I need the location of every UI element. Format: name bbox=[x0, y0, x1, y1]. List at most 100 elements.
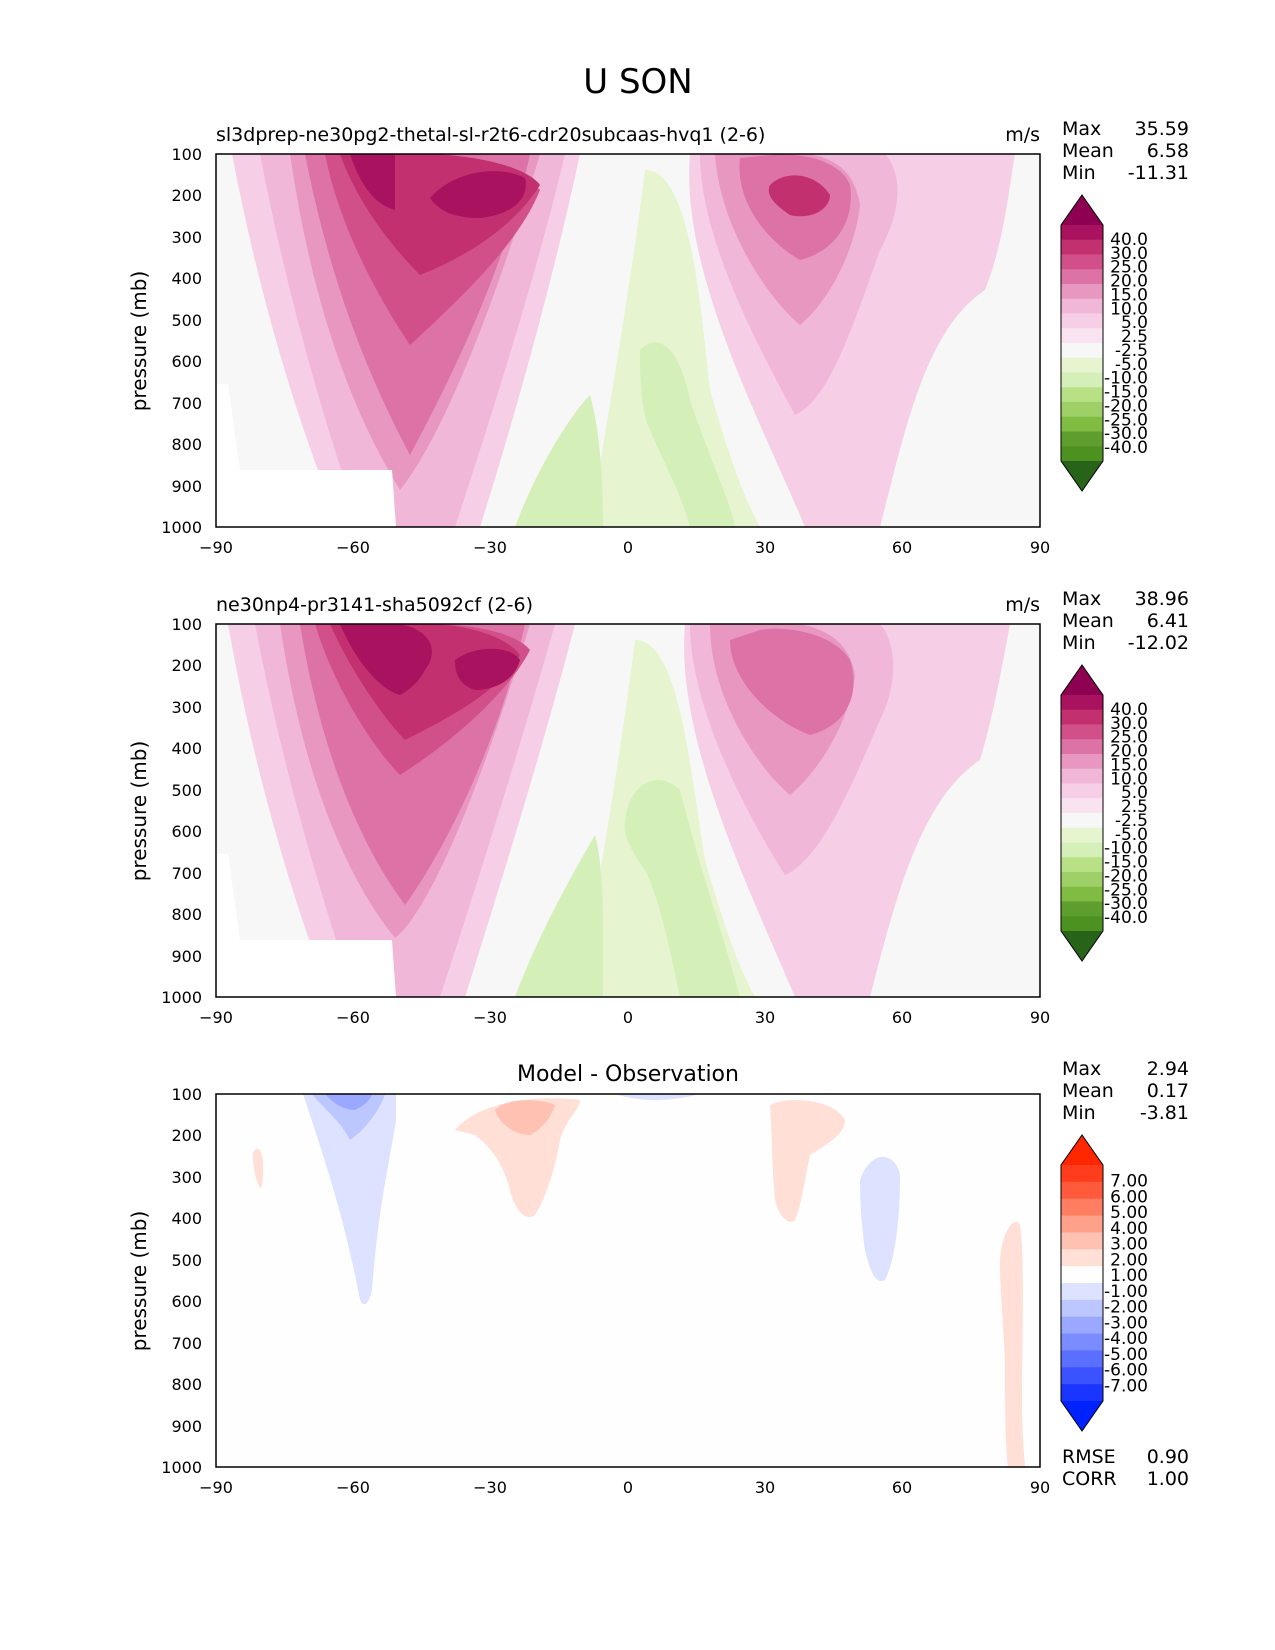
x-tick-label: 0 bbox=[623, 538, 633, 557]
x-tick-label: 60 bbox=[892, 1008, 912, 1027]
colorbar-tick-label: -5.0 bbox=[1115, 825, 1148, 845]
x-tick-label: −30 bbox=[473, 1478, 507, 1497]
colorbar-tick-label: -30.0 bbox=[1104, 424, 1148, 444]
x-tick-label: −90 bbox=[199, 538, 233, 557]
colorbar-tick-label: 4.00 bbox=[1110, 1219, 1148, 1239]
colorbar-swatch bbox=[1061, 827, 1103, 843]
x-tick-label: −60 bbox=[336, 1008, 370, 1027]
colorbar-swatch bbox=[1061, 372, 1103, 388]
stat-value: 6.58 bbox=[1147, 140, 1189, 162]
stat-value: 2.94 bbox=[1147, 1058, 1189, 1080]
x-tick-label: 0 bbox=[623, 1008, 633, 1027]
colorbar-tick-label: -10.0 bbox=[1104, 369, 1148, 389]
panel-1-contour-nh-25 bbox=[768, 175, 830, 217]
y-tick-label: 400 bbox=[171, 269, 202, 288]
colorbar-tick-label: 5.0 bbox=[1121, 313, 1148, 333]
colorbar-tick-label: 5.0 bbox=[1121, 783, 1148, 803]
panel-1-contour-pos-35b bbox=[430, 171, 526, 218]
stat-value: -11.31 bbox=[1128, 162, 1189, 184]
panel-2-contour-pos-35b bbox=[455, 648, 520, 690]
stat-label: Mean bbox=[1062, 1080, 1114, 1102]
colorbar-swatch bbox=[1061, 402, 1103, 418]
colorbar-tick-label: -2.5 bbox=[1115, 811, 1148, 831]
panel-3-frame bbox=[215, 1093, 1041, 1468]
panel-1-colorbar: 40.030.025.020.015.010.05.02.5-2.5-5.0-1… bbox=[1060, 194, 1148, 492]
panel-2-contour-nh-20 bbox=[730, 628, 854, 735]
colorbar-tick-label: -7.00 bbox=[1104, 1376, 1148, 1396]
colorbar-swatch bbox=[1061, 1283, 1103, 1301]
x-tick-label: 60 bbox=[892, 1478, 912, 1497]
colorbar-swatch bbox=[1061, 916, 1103, 932]
colorbar-swatch bbox=[1061, 416, 1103, 432]
colorbar-tick-label: 6.00 bbox=[1110, 1187, 1148, 1207]
colorbar-swatch bbox=[1061, 1367, 1103, 1385]
panel-3-contour-neg-1c bbox=[860, 1156, 900, 1281]
colorbar-outline bbox=[1060, 1134, 1104, 1432]
colorbar-swatch bbox=[1061, 343, 1103, 359]
colorbar-tick-label: -15.0 bbox=[1104, 383, 1148, 403]
panel-2-contour-pos-35 bbox=[340, 624, 432, 695]
colorbar-swatch bbox=[1061, 709, 1103, 725]
x-tick-label: 90 bbox=[1030, 538, 1050, 557]
colorbar-swatch bbox=[1061, 813, 1103, 829]
colorbar-tick-label: -40.0 bbox=[1104, 908, 1148, 928]
stat-label: Max bbox=[1062, 118, 1101, 140]
x-tick-label: 30 bbox=[755, 538, 775, 557]
colorbar-swatch bbox=[1061, 1333, 1103, 1351]
y-tick-label: 800 bbox=[171, 1375, 202, 1394]
panel-3-contour-neg-1 bbox=[303, 1094, 396, 1305]
panel-1-title: sl3dprep-ne30pg2-thetal-sl-r2t6-cdr20sub… bbox=[216, 124, 765, 146]
panel-3-contour-pos-1a bbox=[455, 1098, 580, 1218]
panel-3-contour-pos-1d bbox=[253, 1148, 263, 1189]
colorbar-swatch bbox=[1061, 754, 1103, 770]
colorbar-tick-label: -15.0 bbox=[1104, 853, 1148, 873]
colorbar-tick-label: 30.0 bbox=[1110, 244, 1148, 264]
colorbar-tick-label: 40.0 bbox=[1110, 700, 1148, 720]
panel-3-colorbar: 7.006.005.004.003.002.001.00-1.00-2.00-3… bbox=[1060, 1134, 1148, 1432]
panel-1-y-axis-label: pressure (mb) bbox=[127, 271, 151, 412]
panel-1-contour-pos-35a bbox=[350, 154, 395, 210]
colorbar-extend-min bbox=[1061, 1401, 1103, 1431]
colorbar-tick-label: 25.0 bbox=[1110, 728, 1148, 748]
colorbar-swatch bbox=[1061, 269, 1103, 285]
y-tick-label: 1000 bbox=[161, 1458, 202, 1477]
colorbar-extend-max bbox=[1061, 665, 1103, 695]
colorbar-swatch bbox=[1061, 842, 1103, 858]
panel-2: ne30np4-pr3141-sha5092cf (2-6) m/s −90 bbox=[127, 588, 1189, 1027]
x-tick-label: 0 bbox=[623, 1478, 633, 1497]
y-tick-label: 300 bbox=[171, 228, 202, 247]
colorbar-swatch bbox=[1061, 431, 1103, 447]
x-tick-label: 30 bbox=[755, 1478, 775, 1497]
colorbar-outline bbox=[1060, 194, 1104, 492]
panel-1-y-ticks: 100 200 300 400 500 600 700 800 900 1000 bbox=[161, 145, 202, 537]
panel-3-contour-neg-1b bbox=[615, 1094, 700, 1100]
panel-2-units: m/s bbox=[1005, 594, 1040, 616]
panel-1-stats: Max 35.59 Mean 6.58 Min -11.31 bbox=[1062, 118, 1189, 184]
colorbar-swatch bbox=[1061, 387, 1103, 403]
figure-title: U SON bbox=[583, 62, 692, 102]
colorbar-tick-label: -6.00 bbox=[1104, 1361, 1148, 1381]
x-tick-label: −90 bbox=[199, 1008, 233, 1027]
panel-3-axes: −90 −60 −30 0 30 60 90 100 200 300 400 5… bbox=[127, 1085, 1050, 1497]
y-tick-label: 1000 bbox=[161, 518, 202, 537]
colorbar-tick-label: 1.00 bbox=[1110, 1266, 1148, 1286]
colorbar-swatch bbox=[1061, 1198, 1103, 1217]
metric-value: 0.90 bbox=[1147, 1446, 1189, 1468]
panel-1-contour-neg-5b bbox=[640, 342, 735, 527]
colorbar-tick-label: 10.0 bbox=[1110, 769, 1148, 789]
stat-value: 38.96 bbox=[1135, 588, 1189, 610]
stat-label: Max bbox=[1062, 1058, 1101, 1080]
y-tick-label: 800 bbox=[171, 905, 202, 924]
colorbar-tick-label: 30.0 bbox=[1110, 714, 1148, 734]
panel-2-axes: −90 −60 −30 0 30 60 90 100 200 300 400 5… bbox=[127, 615, 1050, 1027]
panel-3-contour-pos-1b bbox=[770, 1100, 845, 1222]
colorbar-swatch bbox=[1061, 857, 1103, 873]
x-tick-label: −30 bbox=[473, 1008, 507, 1027]
panel-3-contour-neg-2 bbox=[312, 1094, 385, 1140]
y-tick-label: 100 bbox=[171, 615, 202, 634]
stat-label: Max bbox=[1062, 588, 1101, 610]
panel-1-units: m/s bbox=[1005, 124, 1040, 146]
y-tick-label: 1000 bbox=[161, 988, 202, 1007]
y-tick-label: 900 bbox=[171, 947, 202, 966]
colorbar-swatch bbox=[1061, 1181, 1103, 1200]
